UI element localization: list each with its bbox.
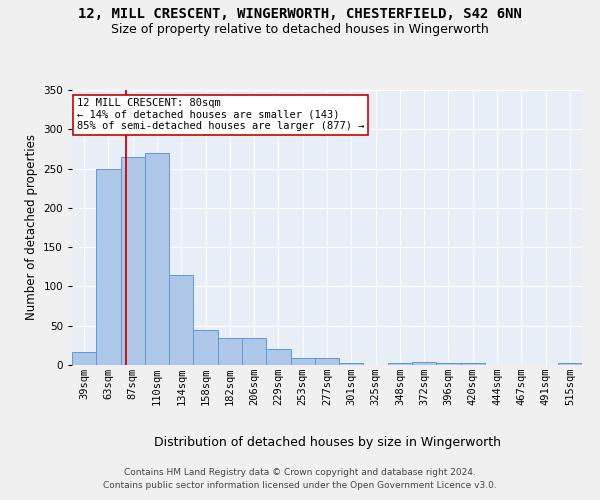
Bar	[218, 338, 242, 365]
Bar	[121, 157, 145, 365]
Bar	[436, 362, 461, 365]
Text: 12 MILL CRESCENT: 80sqm
← 14% of detached houses are smaller (143)
85% of semi-d: 12 MILL CRESCENT: 80sqm ← 14% of detache…	[77, 98, 365, 132]
Bar	[412, 362, 436, 365]
Bar	[193, 330, 218, 365]
Bar	[96, 168, 121, 365]
Bar	[242, 338, 266, 365]
Bar	[339, 364, 364, 365]
Bar	[145, 153, 169, 365]
Bar	[315, 358, 339, 365]
Bar	[388, 362, 412, 365]
Text: Contains public sector information licensed under the Open Government Licence v3: Contains public sector information licen…	[103, 480, 497, 490]
Bar	[266, 350, 290, 365]
Bar	[72, 352, 96, 365]
Text: Distribution of detached houses by size in Wingerworth: Distribution of detached houses by size …	[154, 436, 500, 449]
Bar	[558, 364, 582, 365]
Text: Size of property relative to detached houses in Wingerworth: Size of property relative to detached ho…	[111, 22, 489, 36]
Bar	[290, 358, 315, 365]
Text: 12, MILL CRESCENT, WINGERWORTH, CHESTERFIELD, S42 6NN: 12, MILL CRESCENT, WINGERWORTH, CHESTERF…	[78, 8, 522, 22]
Bar	[461, 364, 485, 365]
Bar	[169, 274, 193, 365]
Text: Contains HM Land Registry data © Crown copyright and database right 2024.: Contains HM Land Registry data © Crown c…	[124, 468, 476, 477]
Y-axis label: Number of detached properties: Number of detached properties	[25, 134, 38, 320]
